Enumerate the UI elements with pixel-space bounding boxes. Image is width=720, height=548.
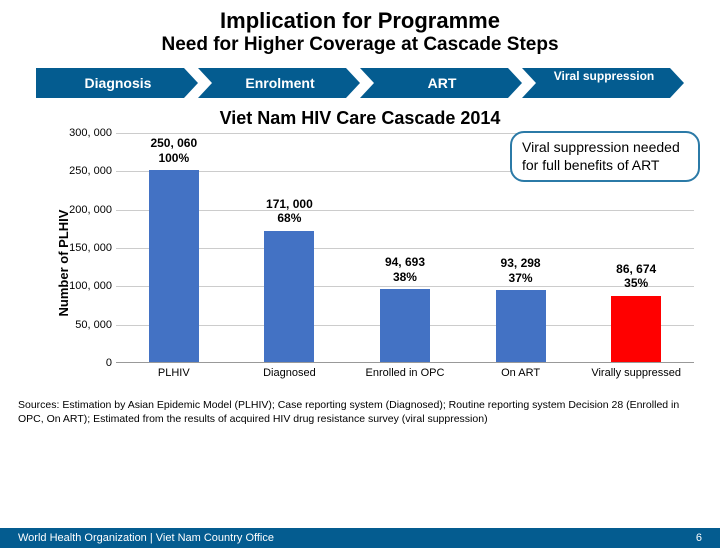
arrow-label: ART — [366, 68, 518, 98]
y-tick-label: 50, 000 — [60, 319, 112, 331]
arrow-label: Diagnosis — [42, 68, 194, 98]
arrow-label: Viral suppression — [528, 69, 680, 83]
bar: 86, 67435% — [611, 296, 661, 362]
bar-value-label: 93, 29837% — [501, 256, 541, 285]
bar-slot: 171, 00068% — [232, 133, 348, 362]
bar-value-label: 94, 69338% — [385, 255, 425, 284]
bar-value-label: 86, 67435% — [616, 262, 656, 291]
bar: 171, 00068% — [264, 231, 314, 362]
x-tick-label: Virally suppressed — [578, 363, 694, 393]
y-tick-label: 250, 000 — [60, 165, 112, 177]
bar-slot: 94, 69338% — [347, 133, 463, 362]
bar: 250, 060100% — [149, 170, 199, 362]
arrow-enrolment: Enrolment — [198, 68, 360, 98]
cascade-chart: Number of PLHIV 050, 000100, 000150, 000… — [66, 133, 694, 393]
arrow-label: Enrolment — [204, 68, 356, 98]
bar-slot: 250, 060100% — [116, 133, 232, 362]
x-tick-label: Diagnosed — [232, 363, 348, 393]
bar-value-label: 171, 00068% — [266, 197, 313, 226]
y-axis-label: Number of PLHIV — [56, 210, 71, 317]
footer-bar: World Health Organization | Viet Nam Cou… — [0, 528, 720, 548]
x-tick-label: Enrolled in OPC — [347, 363, 463, 393]
bar: 93, 29837% — [496, 290, 546, 362]
x-tick-label: PLHIV — [116, 363, 232, 393]
x-axis-labels: PLHIVDiagnosedEnrolled in OPCOn ARTViral… — [116, 363, 694, 393]
y-tick-label: 300, 000 — [60, 127, 112, 139]
y-tick-label: 200, 000 — [60, 204, 112, 216]
cascade-arrows: Diagnosis Enrolment ART Viral suppressio… — [20, 68, 700, 98]
arrow-viral-suppression: Viral suppression — [522, 68, 684, 98]
y-tick-label: 150, 000 — [60, 242, 112, 254]
callout-box: Viral suppression needed for full benefi… — [510, 131, 700, 182]
bar: 94, 69338% — [380, 289, 430, 362]
bar-value-label: 250, 060100% — [150, 136, 197, 165]
x-tick-label: On ART — [463, 363, 579, 393]
arrow-art: ART — [360, 68, 522, 98]
footer-page-number: 6 — [696, 532, 702, 544]
y-tick-label: 100, 000 — [60, 280, 112, 292]
title-line-1: Implication for Programme — [0, 8, 720, 34]
y-tick-label: 0 — [60, 357, 112, 369]
footer-left: World Health Organization | Viet Nam Cou… — [18, 532, 274, 544]
callout-text: Viral suppression needed for full benefi… — [522, 139, 680, 173]
chart-title: Viet Nam HIV Care Cascade 2014 — [0, 108, 720, 129]
arrow-diagnosis: Diagnosis — [36, 68, 198, 98]
sources-text: Sources: Estimation by Asian Epidemic Mo… — [18, 399, 702, 426]
title-line-2: Need for Higher Coverage at Cascade Step… — [0, 34, 720, 56]
